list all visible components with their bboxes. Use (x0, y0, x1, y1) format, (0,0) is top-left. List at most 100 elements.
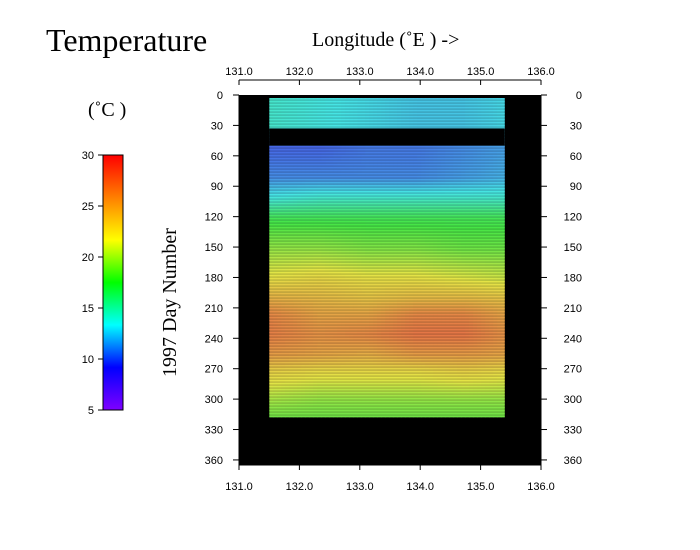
heatmap-cell (397, 215, 402, 219)
heatmap-cell (425, 209, 430, 213)
heatmap-cell (357, 155, 362, 159)
heatmap-cell (321, 194, 326, 198)
heatmap-cell (373, 119, 378, 123)
heatmap-cell (441, 149, 446, 153)
heatmap-cell (317, 254, 322, 258)
heatmap-cell (501, 125, 505, 129)
heatmap-cell (413, 227, 418, 231)
heatmap-cell (485, 212, 490, 216)
heatmap-cell (365, 245, 370, 249)
heatmap-cell (449, 149, 454, 153)
heatmap-cell (405, 122, 410, 126)
heatmap-cell (353, 146, 358, 150)
heatmap-cell (369, 110, 374, 114)
heatmap-cell (373, 212, 378, 216)
heatmap-cell (405, 251, 410, 255)
heatmap-cell (437, 119, 442, 123)
heatmap-cell (453, 212, 458, 216)
heatmap-cell (273, 236, 278, 240)
heatmap-cell (445, 197, 450, 201)
heatmap-cell (325, 200, 330, 204)
heatmap-cell (409, 110, 414, 114)
heatmap-cell (269, 254, 274, 258)
heatmap-cell (437, 176, 442, 180)
heatmap-cell (445, 158, 450, 162)
heatmap-cell (277, 230, 282, 234)
heatmap-cell (313, 116, 318, 120)
heatmap-cell (381, 215, 386, 219)
heatmap-cell (321, 119, 326, 123)
heatmap-cell (429, 188, 434, 192)
heatmap-cell (465, 155, 470, 159)
heatmap-cell (333, 215, 338, 219)
heatmap-cell (449, 122, 454, 126)
heatmap-cell (281, 230, 286, 234)
heatmap-cell (269, 185, 274, 189)
heatmap-cell (309, 179, 314, 183)
heatmap-cell (457, 191, 462, 195)
heatmap-cell (325, 212, 330, 216)
heatmap-cell (501, 224, 505, 228)
heatmap-cell (373, 161, 378, 165)
heatmap-cell (297, 242, 302, 246)
heatmap-cell (485, 248, 490, 252)
heatmap-cell (369, 185, 374, 189)
heatmap-cell (293, 170, 298, 174)
heatmap-cell (401, 158, 406, 162)
heatmap-cell (501, 242, 505, 246)
heatmap-cell (401, 155, 406, 159)
heatmap-cell (413, 173, 418, 177)
heatmap-cell (349, 146, 354, 150)
heatmap-cell (337, 212, 342, 216)
heatmap-cell (329, 107, 334, 111)
heatmap-cell (277, 254, 282, 258)
heatmap-cell (457, 125, 462, 129)
heatmap-cell (473, 236, 478, 240)
heatmap-cell (417, 254, 422, 258)
heatmap-cell (485, 179, 490, 183)
heatmap-cell (333, 146, 338, 150)
heatmap-cell (453, 203, 458, 207)
heatmap-cell (289, 167, 294, 171)
heatmap-cell (429, 122, 434, 126)
heatmap-cell (345, 188, 350, 192)
heatmap-cell (465, 227, 470, 231)
heatmap-cell (481, 218, 486, 222)
heatmap-cell (445, 203, 450, 207)
heatmap-cell (401, 182, 406, 186)
heatmap-cell (285, 116, 290, 120)
heatmap-cell (325, 248, 330, 252)
heatmap-cell (381, 164, 386, 168)
heatmap-cell (497, 170, 502, 174)
heatmap-cell (365, 203, 370, 207)
heatmap-cell (329, 215, 334, 219)
heatmap-cell (369, 125, 374, 129)
heatmap-cell (365, 191, 370, 195)
heatmap-cell (421, 176, 426, 180)
heatmap-cell (325, 203, 330, 207)
heatmap-cell (409, 236, 414, 240)
heatmap-cell (297, 200, 302, 204)
heatmap-cell (429, 254, 434, 258)
heatmap-cell (325, 176, 330, 180)
heatmap-cell (305, 179, 310, 183)
heatmap-cell (477, 239, 482, 243)
heatmap-cell (269, 215, 274, 219)
heatmap-cell (337, 230, 342, 234)
heatmap-cell (469, 197, 474, 201)
heatmap-cell (313, 152, 318, 156)
heatmap-cell (405, 221, 410, 225)
heatmap-cell (493, 242, 498, 246)
heatmap-cell (501, 167, 505, 171)
heatmap-cell (433, 218, 438, 222)
heatmap-cell (481, 116, 486, 120)
heatmap-cell (441, 191, 446, 195)
heatmap-cell (277, 113, 282, 117)
heatmap-cell (337, 176, 342, 180)
heatmap-cell (273, 149, 278, 153)
heatmap-cell (493, 245, 498, 249)
heatmap-cell (353, 191, 358, 195)
heatmap-cell (285, 149, 290, 153)
heatmap-cell (385, 185, 390, 189)
